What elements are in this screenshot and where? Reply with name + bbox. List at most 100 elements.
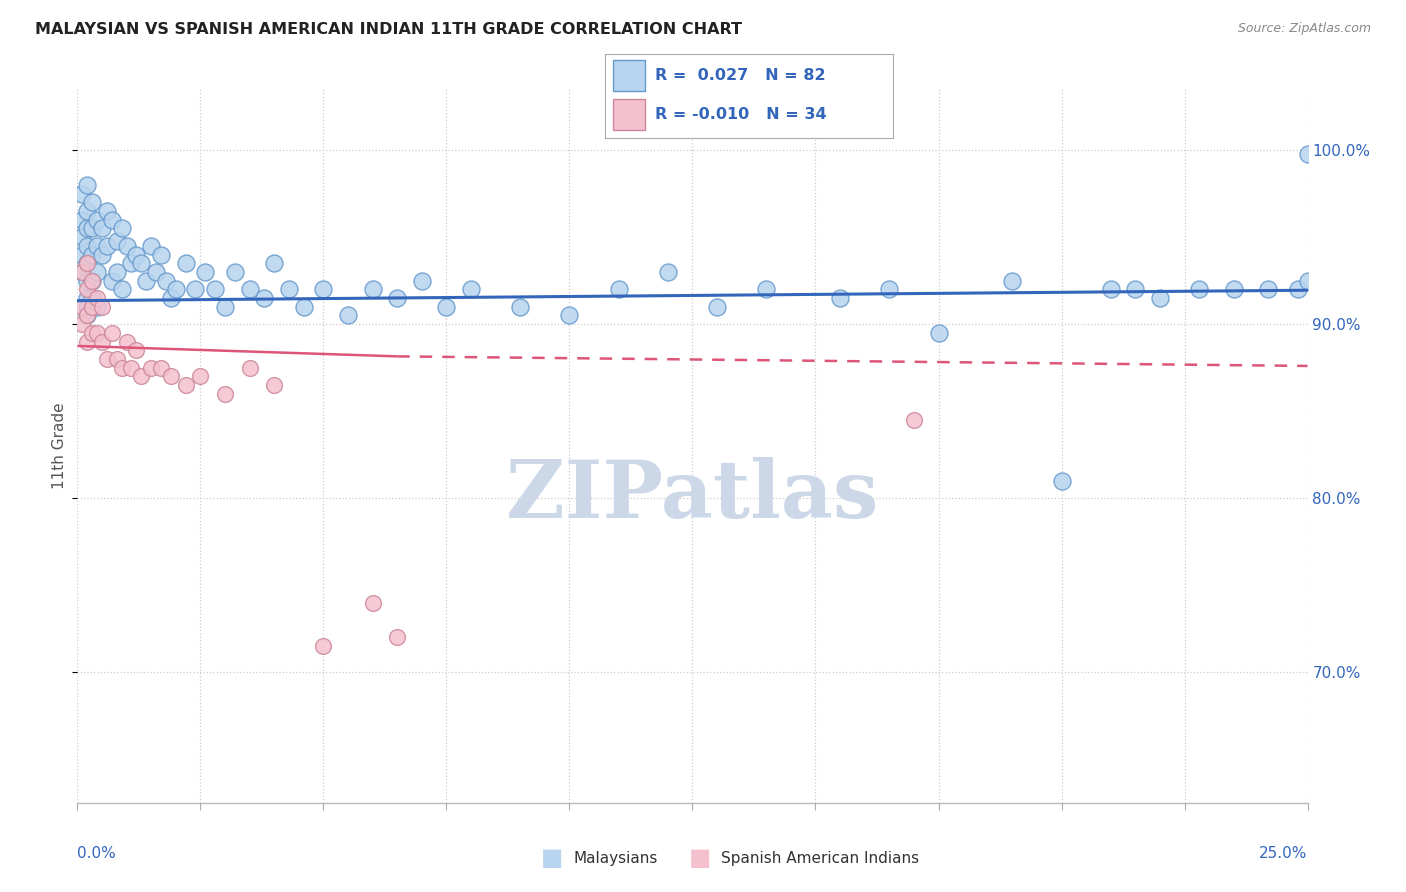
Point [82, 274, 104, 288]
Point [1296, 274, 1319, 288]
Point [755, 282, 778, 296]
Point [263, 256, 285, 270]
Point [76, 291, 98, 305]
Bar [613, 99, 645, 130]
Point [90, 247, 114, 261]
Point [657, 265, 679, 279]
Point [928, 326, 950, 340]
Point [105, 351, 128, 366]
Point [90, 221, 114, 235]
Point [96, 351, 118, 366]
Point [70, 247, 93, 261]
Point [607, 282, 630, 296]
Point [141, 239, 163, 253]
Point [125, 247, 148, 261]
Point [76, 309, 98, 323]
Point [184, 282, 207, 296]
Point [70, 230, 93, 244]
Point [76, 274, 98, 288]
Point [111, 282, 132, 296]
Point [86, 265, 108, 279]
Point [204, 282, 226, 296]
Point [1286, 282, 1309, 296]
Point [1125, 282, 1147, 296]
Point [131, 256, 153, 270]
Point [96, 239, 118, 253]
Point [96, 204, 118, 219]
Point [76, 204, 98, 219]
Text: ■: ■ [689, 847, 711, 870]
Point [160, 291, 183, 305]
Point [82, 326, 104, 340]
Point [194, 265, 217, 279]
Text: ■: ■ [541, 847, 564, 870]
Point [76, 282, 98, 296]
Point [101, 274, 124, 288]
Point [903, 413, 925, 427]
Point [111, 360, 132, 375]
Point [70, 186, 93, 201]
Point [76, 178, 98, 192]
Point [82, 300, 104, 314]
Point [70, 265, 93, 279]
Point [82, 274, 104, 288]
Point [111, 221, 132, 235]
Point [174, 378, 197, 392]
Point [135, 274, 157, 288]
Point [90, 300, 114, 314]
Point [1296, 146, 1319, 161]
Point [86, 326, 108, 340]
Point [1257, 282, 1279, 296]
Point [82, 195, 104, 210]
Point [174, 256, 197, 270]
Point [337, 309, 360, 323]
Point [125, 343, 148, 358]
Point [82, 247, 104, 261]
Point [90, 334, 114, 349]
Point [121, 256, 143, 270]
Point [70, 212, 93, 227]
Point [278, 282, 301, 296]
Point [145, 265, 167, 279]
Point [105, 265, 128, 279]
Point [101, 326, 124, 340]
Point [411, 274, 433, 288]
Point [82, 221, 104, 235]
Point [830, 291, 852, 305]
Point [190, 369, 212, 384]
Point [1050, 474, 1073, 488]
Bar [613, 61, 645, 91]
Point [879, 282, 901, 296]
Point [558, 309, 581, 323]
Point [1188, 282, 1211, 296]
Y-axis label: 11th Grade: 11th Grade [52, 402, 66, 490]
Point [312, 639, 335, 653]
Point [76, 256, 98, 270]
Point [312, 282, 335, 296]
Text: R =  0.027   N = 82: R = 0.027 N = 82 [655, 68, 825, 83]
Point [239, 282, 262, 296]
Text: Spanish American Indians: Spanish American Indians [721, 851, 920, 865]
Point [70, 317, 93, 331]
Point [131, 369, 153, 384]
Text: ZIPatlas: ZIPatlas [506, 457, 879, 535]
Point [115, 239, 138, 253]
Point [76, 256, 98, 270]
Text: 25.0%: 25.0% [1260, 847, 1308, 862]
Point [460, 282, 482, 296]
Point [105, 234, 128, 248]
Point [160, 369, 183, 384]
Point [115, 334, 138, 349]
Point [150, 360, 173, 375]
Point [387, 631, 409, 645]
Point [224, 265, 246, 279]
Point [706, 300, 728, 314]
Point [76, 334, 98, 349]
Point [214, 300, 236, 314]
Point [76, 309, 98, 323]
Point [1223, 282, 1246, 296]
Point [86, 291, 108, 305]
Point [1149, 291, 1171, 305]
Point [436, 300, 458, 314]
Text: R = -0.010   N = 34: R = -0.010 N = 34 [655, 107, 827, 122]
